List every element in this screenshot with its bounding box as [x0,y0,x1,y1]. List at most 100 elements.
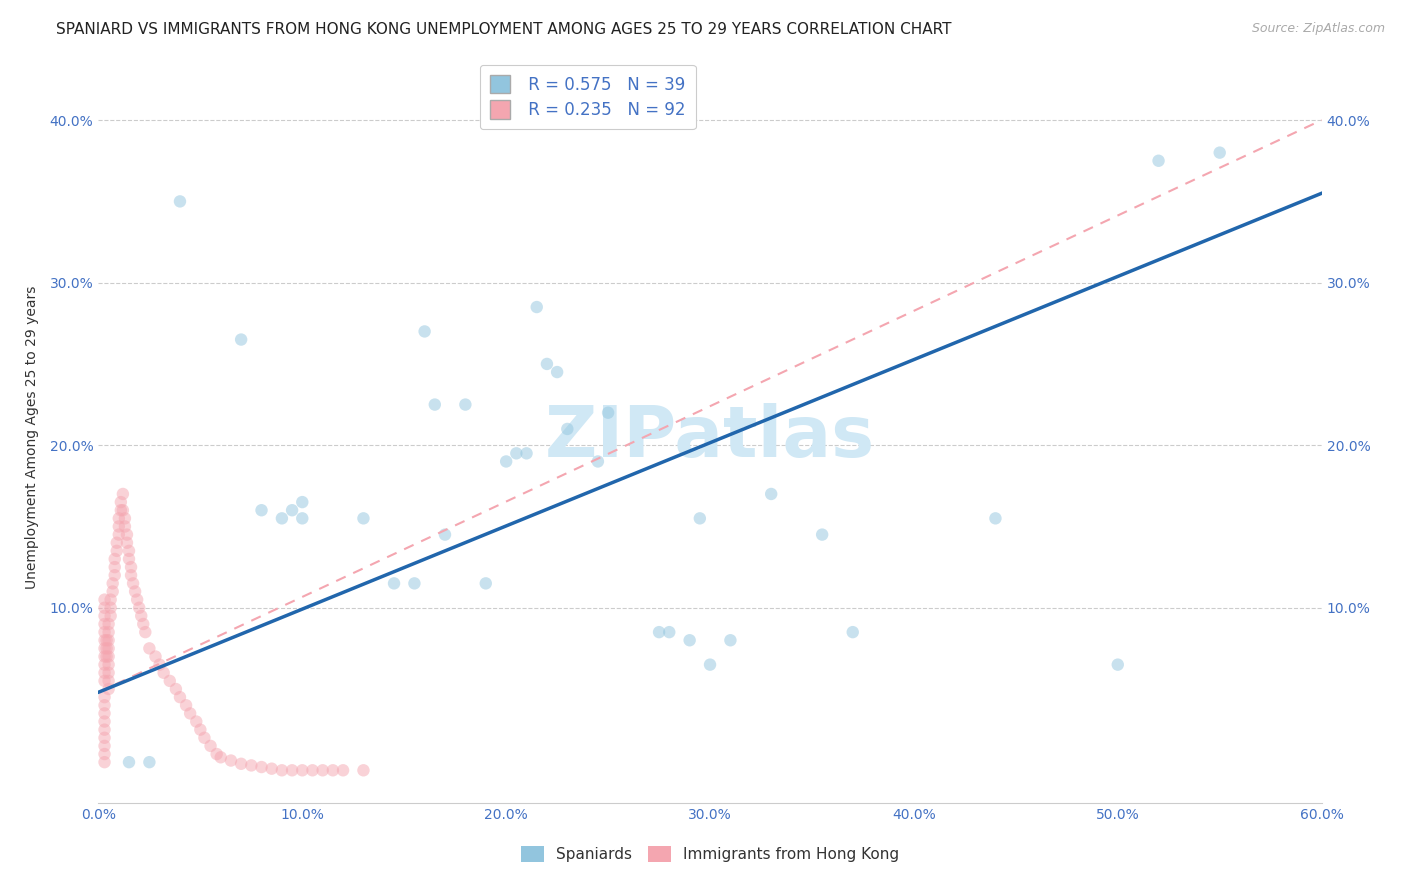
Point [434,527,457,541]
Point [110,503,132,517]
Point [250,503,273,517]
Point [555,422,579,436]
Point [404,576,426,591]
Point [104,568,127,582]
Point [100,600,122,615]
Point [93,600,115,615]
Point [179,706,201,721]
Point [149,657,172,672]
Point [97,657,120,672]
Point [250,760,273,774]
Point [165,681,187,696]
Point [312,764,335,778]
Point [97,617,120,632]
Point [93,633,115,648]
Point [332,764,354,778]
Point [104,560,127,574]
Point [115,527,138,541]
Point [127,592,149,607]
Point [138,641,160,656]
Point [93,657,115,672]
Point [128,600,150,615]
Point [118,544,141,558]
Point [100,592,122,607]
Point [93,706,115,721]
Point [598,406,620,420]
Point [97,665,120,680]
Point [526,300,548,314]
Point [122,576,145,591]
Point [984,511,1007,525]
Point [114,519,136,533]
Point [231,756,253,771]
Point [322,764,344,778]
Point [291,764,314,778]
Point [205,747,228,761]
Text: SPANIARD VS IMMIGRANTS FROM HONG KONG UNEMPLOYMENT AMONG AGES 25 TO 29 YEARS COR: SPANIARD VS IMMIGRANTS FROM HONG KONG UN… [56,22,952,37]
Point [270,511,294,525]
Point [423,398,446,412]
Point [111,487,134,501]
Point [100,608,122,623]
Point [111,503,134,517]
Point [97,681,120,696]
Point [93,739,115,753]
Point [93,608,115,623]
Point [132,617,155,632]
Point [120,560,142,574]
Point [110,495,132,509]
Point [169,690,191,705]
Point [270,764,294,778]
Point [219,754,242,768]
Point [93,731,115,745]
Point [96,641,118,656]
Point [120,568,142,582]
Point [231,333,253,347]
Point [193,731,215,745]
Point [105,544,128,558]
Point [129,608,152,623]
Point [93,592,115,607]
Point [718,633,742,648]
Point [174,698,197,713]
Point [382,576,405,591]
Point [97,625,120,640]
Point [97,633,120,648]
Point [291,495,314,509]
Point [159,673,181,688]
Point [291,511,314,525]
Point [118,552,141,566]
Point [536,357,558,371]
Point [648,625,671,640]
Point [134,625,156,640]
Point [97,641,120,656]
Point [240,758,263,772]
Point [679,633,702,648]
Point [97,673,120,688]
Point [689,511,711,525]
Text: Source: ZipAtlas.com: Source: ZipAtlas.com [1251,22,1385,36]
Point [546,365,568,379]
Point [93,617,115,632]
Point [115,535,138,549]
Point [352,511,374,525]
Point [93,698,115,713]
Point [474,576,498,591]
Point [124,584,146,599]
Point [301,764,323,778]
Point [260,762,283,776]
Point [1107,657,1129,672]
Point [188,723,212,737]
Text: ZIPatlas: ZIPatlas [546,402,875,472]
Point [761,487,783,501]
Point [101,584,124,599]
Point [495,454,517,468]
Point [97,649,120,664]
Point [96,633,118,648]
Point [96,649,118,664]
Point [145,649,167,664]
Point [114,511,136,525]
Point [841,625,863,640]
Point [152,665,174,680]
Point [352,764,374,778]
